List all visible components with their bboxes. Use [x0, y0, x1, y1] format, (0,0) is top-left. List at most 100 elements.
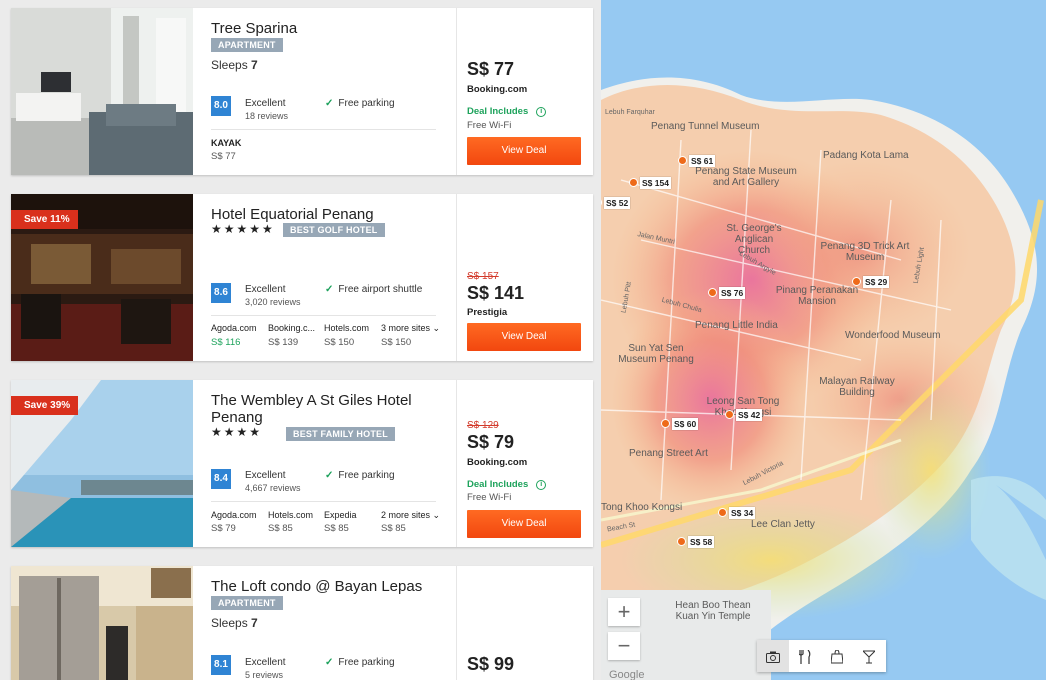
map[interactable]: Lebuh Farquhar Penang Tunnel Museum Pada… [601, 0, 1046, 680]
pin-dot [708, 288, 717, 297]
hotel-photo[interactable] [11, 8, 193, 175]
site-name[interactable]: KAYAK [211, 138, 242, 148]
place-label[interactable]: Penang 3D Trick Art Museum [820, 241, 910, 263]
map-canvas[interactable] [601, 0, 1046, 680]
more-sites-dropdown[interactable]: 2 more sites ⌄ [381, 510, 440, 521]
road-label: Lebuh Farquhar [605, 109, 655, 116]
site-name[interactable]: Expedia [324, 510, 357, 520]
rating-text: Excellent [245, 657, 286, 668]
property-type-badge: APARTMENT [211, 38, 283, 52]
divider [211, 315, 436, 316]
review-count[interactable]: 3,020 reviews [245, 297, 301, 307]
original-price: S$ 129 [467, 420, 499, 431]
deal-price[interactable]: S$ 77 [467, 59, 515, 79]
save-percentage-badge: Save 11% [11, 210, 78, 229]
site-name[interactable]: Agoda.com [211, 323, 257, 333]
hotel-card[interactable]: Save 39% The Wembley A St Giles Hotel Pe… [11, 380, 593, 547]
place-label[interactable]: Penang State Museum and Art Gallery [695, 166, 797, 188]
price-pin[interactable]: S$ 42 [725, 409, 763, 421]
place-label[interactable]: Sun Yat Sen Museum Penang [618, 343, 694, 365]
site-name[interactable]: Booking.c... [268, 323, 316, 333]
camera-icon[interactable] [757, 640, 789, 672]
sleeps-count: 7 [251, 58, 258, 72]
hotel-photo[interactable]: Save 11% [11, 194, 193, 361]
deal-price[interactable]: S$ 79 [467, 432, 515, 452]
pin-price: S$ 58 [688, 536, 715, 548]
place-label[interactable]: St. George's Anglican Church [726, 223, 782, 256]
star-rating: ★★★★ [211, 425, 263, 439]
site-price[interactable]: S$ 77 [211, 151, 236, 162]
price-pin[interactable]: S$ 60 [661, 418, 699, 430]
hotel-results-list[interactable]: Tree Sparina APARTMENT Sleeps 7 8.0 Exce… [0, 0, 601, 680]
deal-price[interactable]: S$ 99 [467, 654, 515, 674]
pin-dot [661, 419, 670, 428]
hotel-photo[interactable] [11, 566, 193, 680]
divider [211, 501, 436, 502]
place-label[interactable]: Lee Clan Jetty [751, 519, 815, 530]
hotel-card[interactable]: Save 11% Hotel Equatorial Penang ★★★★★ B… [11, 194, 593, 361]
zoom-out-button[interactable]: − [608, 632, 640, 660]
check-icon: ✓ [325, 284, 334, 295]
place-label[interactable]: Hean Boo Thean Kuan Yin Temple [675, 600, 751, 622]
price-pin[interactable]: S$ 76 [708, 287, 746, 299]
review-count[interactable]: 5 reviews [245, 670, 284, 680]
more-sites-price[interactable]: S$ 150 [381, 337, 412, 348]
site-price[interactable]: S$ 85 [324, 523, 349, 534]
view-deal-button[interactable]: View Deal [467, 137, 581, 165]
view-deal-button[interactable]: View Deal [467, 323, 581, 351]
site-price[interactable]: S$ 150 [324, 337, 355, 348]
hotel-name[interactable]: The Loft condo @ Bayan Lepas [211, 578, 423, 595]
place-label[interactable]: Tong Khoo Kongsi [601, 502, 683, 513]
hotel-card[interactable]: The Loft condo @ Bayan Lepas APARTMENT S… [11, 566, 593, 680]
hotel-name[interactable]: The Wembley A St Giles Hotel Penang [211, 392, 412, 426]
price-pin[interactable]: S$ 52 [601, 197, 631, 209]
deal-extra: Free Wi-Fi [467, 120, 512, 131]
site-name[interactable]: Agoda.com [211, 510, 257, 520]
fork-knife-icon[interactable] [789, 640, 821, 672]
shopping-bag-icon[interactable] [821, 640, 853, 672]
hotel-name[interactable]: Tree Sparina [211, 20, 298, 37]
place-label[interactable]: Pinang Peranakan Mansion [775, 285, 859, 307]
review-count[interactable]: 18 reviews [245, 111, 289, 121]
hotel-name[interactable]: Hotel Equatorial Penang [211, 206, 374, 223]
place-label[interactable]: Malayan Railway Building [819, 376, 895, 398]
view-deal-button[interactable]: View Deal [467, 510, 581, 538]
pin-dot [678, 156, 687, 165]
info-icon[interactable]: i [536, 480, 547, 490]
site-price[interactable]: S$ 79 [211, 523, 236, 534]
deal-provider: Prestigia [467, 307, 508, 318]
site-price[interactable]: S$ 139 [268, 337, 299, 348]
pin-price: S$ 76 [719, 287, 746, 299]
info-icon[interactable]: i [536, 107, 547, 117]
hotel-photo[interactable]: Save 39% [11, 380, 193, 547]
deal-includes[interactable]: Deal Includes i [467, 479, 547, 490]
site-name[interactable]: Hotels.com [268, 510, 314, 520]
price-pin[interactable]: S$ 154 [629, 177, 671, 189]
price-pin[interactable]: S$ 58 [677, 536, 715, 548]
hotel-card[interactable]: Tree Sparina APARTMENT Sleeps 7 8.0 Exce… [11, 8, 593, 175]
deal-includes-label: Deal Includes [467, 106, 529, 117]
more-sites-label: 2 more sites [381, 510, 431, 520]
rating-text: Excellent [245, 470, 286, 481]
cocktail-icon[interactable] [853, 640, 885, 672]
review-count[interactable]: 4,667 reviews [245, 483, 301, 493]
deal-includes[interactable]: Deal Includes i [467, 106, 547, 117]
rating-score: 8.1 [211, 655, 231, 675]
more-sites-price[interactable]: S$ 85 [381, 523, 406, 534]
best-for-badge: BEST GOLF HOTEL [283, 223, 385, 237]
place-label[interactable]: Penang Tunnel Museum [651, 121, 760, 132]
pin-price: S$ 60 [672, 418, 699, 430]
price-pin[interactable]: S$ 34 [718, 507, 756, 519]
more-sites-dropdown[interactable]: 3 more sites ⌄ [381, 323, 440, 334]
deal-price[interactable]: S$ 141 [467, 283, 525, 303]
site-price[interactable]: S$ 85 [268, 523, 293, 534]
place-label[interactable]: Penang Street Art [629, 448, 708, 459]
place-label[interactable]: Wonderfood Museum [845, 330, 941, 341]
site-price[interactable]: S$ 116 [211, 337, 241, 348]
site-name[interactable]: Hotels.com [324, 323, 370, 333]
price-pin[interactable]: S$ 29 [852, 276, 890, 288]
place-label[interactable]: Penang Little India [695, 320, 778, 331]
price-pin[interactable]: S$ 61 [678, 155, 716, 167]
place-label[interactable]: Padang Kota Lama [823, 150, 909, 161]
zoom-in-button[interactable]: + [608, 598, 640, 626]
